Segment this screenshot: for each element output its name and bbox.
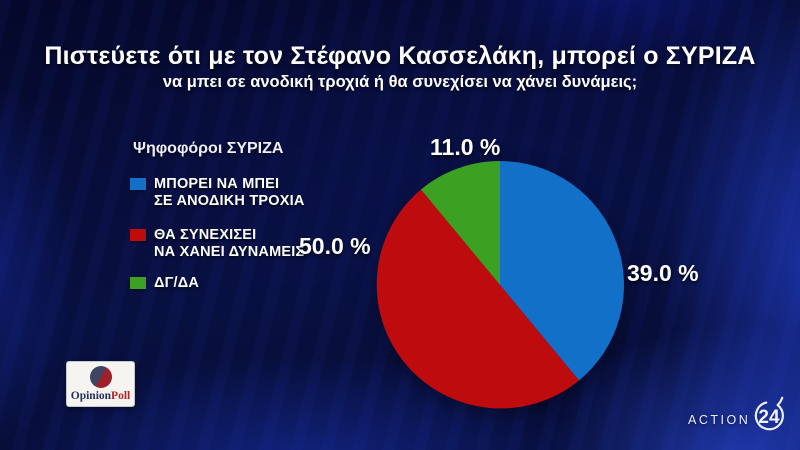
legend-swatch-green — [130, 277, 146, 289]
pie-label-blue: 39.0 % — [627, 260, 699, 286]
legend-item-label: ΘΑ ΣΥΝΕΧΙΣΕΙ ΝΑ ΧΑΝΕΙ ΔΥΝΑΜΕΙΣ — [154, 227, 304, 261]
legend-swatch-red — [130, 229, 146, 241]
pie-label-red: 50.0 % — [299, 233, 371, 259]
legend-item-label: ΜΠΟΡΕΙ ΝΑ ΜΠΕΙ ΣΕ ΑΝΟΔΙΚΗ ΤΡΟΧΙΑ — [154, 176, 305, 210]
legend-title: Ψηφοφόροι ΣΥΡΙΖΑ — [133, 140, 284, 157]
legend-swatch-blue — [130, 178, 146, 190]
legend-item-label: ΔΓ/ΔΑ — [154, 275, 199, 292]
pie-label-green: 11.0 % — [430, 134, 501, 160]
opinion-poll-logo: OpinionPoll — [66, 361, 135, 407]
opinion-poll-wordmark: OpinionPoll — [71, 389, 130, 403]
legend-item-chanei-dynameis: ΘΑ ΣΥΝΕΧΙΣΕΙ ΝΑ ΧΑΝΕΙ ΔΥΝΑΜΕΙΣ — [130, 227, 304, 261]
legend-label-line2: ΣΕ ΑΝΟΔΙΚΗ ΤΡΟΧΙΑ — [154, 193, 305, 209]
action24-wordmark: ACTION — [688, 412, 751, 427]
legend-item-dg-da: ΔΓ/ΔΑ — [130, 275, 199, 292]
legend-label-line2: ΝΑ ΧΑΝΕΙ ΔΥΝΑΜΕΙΣ — [154, 244, 305, 260]
opinion-poll-part2: Poll — [111, 390, 131, 402]
legend-label-line1: ΔΓ/ΔΑ — [154, 275, 200, 291]
opinion-poll-part1: Opinion — [70, 390, 112, 402]
pie-slice-2 — [420, 161, 500, 285]
pie-slice-1 — [376, 189, 580, 409]
page-title: Πιστεύετε ότι με τον Στέφανο Κασσελάκη, … — [44, 42, 756, 70]
legend-label-line1: ΘΑ ΣΥΝΕΧΙΣΕΙ — [154, 227, 257, 243]
legend-label-line1: ΜΠΟΡΕΙ ΝΑ ΜΠΕΙ — [154, 176, 280, 192]
action24-number: 24 — [759, 407, 781, 428]
action24-logo: ACTION 24 — [688, 396, 791, 436]
pie-chart — [376, 161, 624, 409]
legend-item-anodiki-trochia: ΜΠΟΡΕΙ ΝΑ ΜΠΕΙ ΣΕ ΑΝΟΔΙΚΗ ΤΡΟΧΙΑ — [130, 176, 305, 210]
page-subtitle: να μπει σε ανοδική τροχιά ή θα συνεχίσει… — [162, 73, 638, 91]
action24-circle-icon: 24 — [755, 396, 785, 431]
opinion-poll-globe-icon — [89, 366, 112, 388]
pie-chart-container — [375, 160, 625, 410]
pie-slice-0 — [500, 161, 624, 381]
